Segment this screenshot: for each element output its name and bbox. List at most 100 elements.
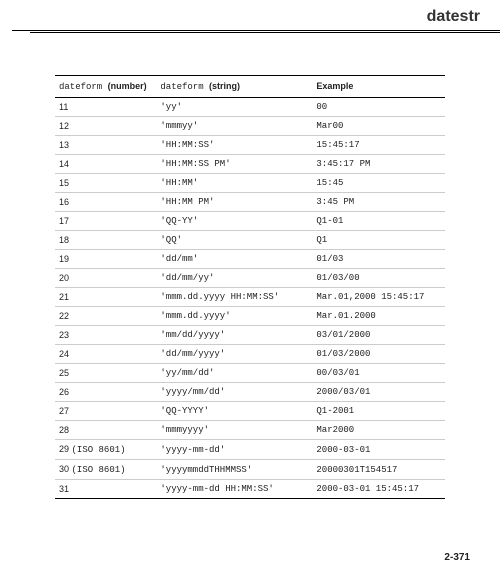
cell-example: 15:45: [312, 174, 445, 193]
cell-format-string: 'yyyymmddTHHMMSS': [156, 460, 312, 480]
cell-number: 27: [55, 402, 156, 421]
cell-format-string: 'yyyy/mm/dd': [156, 383, 312, 402]
col2-code: dateform: [160, 82, 203, 92]
table-row: 17'QQ-YY'Q1-01: [55, 212, 445, 231]
cell-format-string: 'dd/mm': [156, 250, 312, 269]
cell-number: 22: [55, 307, 156, 326]
page-number: 2-371: [444, 552, 470, 563]
table-row: 22 'mmm.dd.yyyy'Mar.01.2000: [55, 307, 445, 326]
cell-number: 20: [55, 269, 156, 288]
cell-example: 03/01/2000: [312, 326, 445, 345]
number-value: 16: [59, 197, 69, 207]
number-value: 23: [59, 330, 69, 340]
col-header-number: dateform (number): [55, 76, 156, 98]
number-value: 26: [59, 387, 69, 397]
col-header-example: Example: [312, 76, 445, 98]
cell-format-string: 'QQ': [156, 231, 312, 250]
cell-number: 14: [55, 155, 156, 174]
table-row: 12 'mmmyy'Mar00: [55, 117, 445, 136]
table-row: 21 'mmm.dd.yyyy HH:MM:SS'Mar.01,2000 15:4…: [55, 288, 445, 307]
table-row: 18 'QQ'Q1: [55, 231, 445, 250]
cell-number: 16: [55, 193, 156, 212]
number-value: 24: [59, 349, 69, 359]
table-row: 24'dd/mm/yyyy'01/03/2000: [55, 345, 445, 364]
table-row: 11'yy'00: [55, 98, 445, 117]
page: datestr dateform (number) dateform (stri…: [0, 0, 500, 581]
cell-example: 00/03/01: [312, 364, 445, 383]
cell-format-string: 'yyyy-mm-dd': [156, 440, 312, 460]
cell-number: 15: [55, 174, 156, 193]
cell-number: 26: [55, 383, 156, 402]
cell-example: Mar.01.2000: [312, 307, 445, 326]
cell-number: 29 (ISO 8601): [55, 440, 156, 460]
cell-format-string: 'mmmyy': [156, 117, 312, 136]
table-row: 15 'HH:MM'15:45: [55, 174, 445, 193]
cell-format-string: 'HH:MM': [156, 174, 312, 193]
cell-example: Q1-2001: [312, 402, 445, 421]
cell-format-string: 'mm/dd/yyyy': [156, 326, 312, 345]
iso-note: (ISO 8601): [72, 465, 126, 475]
cell-number: 23: [55, 326, 156, 345]
number-value: 17: [59, 216, 69, 226]
number-value: 29: [59, 444, 69, 454]
cell-example: 2000-03-01 15:45:17: [312, 480, 445, 499]
cell-format-string: 'mmm.dd.yyyy': [156, 307, 312, 326]
cell-number: 25: [55, 364, 156, 383]
cell-number: 17: [55, 212, 156, 231]
table-row: 19 'dd/mm'01/03: [55, 250, 445, 269]
cell-format-string: 'mmm.dd.yyyy HH:MM:SS': [156, 288, 312, 307]
cell-format-string: 'HH:MM PM': [156, 193, 312, 212]
cell-number: 12: [55, 117, 156, 136]
number-value: 18: [59, 235, 69, 245]
cell-number: 24: [55, 345, 156, 364]
number-value: 15: [59, 178, 69, 188]
cell-example: 3:45 PM: [312, 193, 445, 212]
cell-example: 00: [312, 98, 445, 117]
cell-example: Q1-01: [312, 212, 445, 231]
cell-example: 15:45:17: [312, 136, 445, 155]
cell-example: Q1: [312, 231, 445, 250]
table-row: 26'yyyy/mm/dd'2000/03/01: [55, 383, 445, 402]
cell-example: 3:45:17 PM: [312, 155, 445, 174]
table-row: 25 'yy/mm/dd'00/03/01: [55, 364, 445, 383]
cell-format-string: 'dd/mm/yyyy': [156, 345, 312, 364]
cell-number: 18: [55, 231, 156, 250]
number-value: 12: [59, 121, 69, 131]
cell-example: 20000301T154517: [312, 460, 445, 480]
col1-code: dateform: [59, 82, 102, 92]
number-value: 22: [59, 311, 69, 321]
cell-format-string: 'yyyy-mm-dd HH:MM:SS': [156, 480, 312, 499]
table-row: 14'HH:MM:SS PM'3:45:17 PM: [55, 155, 445, 174]
number-value: 25: [59, 368, 69, 378]
number-value: 31: [59, 484, 69, 494]
cell-number: 31: [55, 480, 156, 499]
header-rule: [12, 30, 500, 31]
number-value: 19: [59, 254, 69, 264]
table-row: 23 'mm/dd/yyyy'03/01/2000: [55, 326, 445, 345]
col3-label: Example: [316, 81, 353, 91]
dateform-table: dateform (number) dateform (string) Exam…: [55, 75, 445, 499]
number-value: 20: [59, 273, 69, 283]
cell-format-string: 'HH:MM:SS PM': [156, 155, 312, 174]
cell-format-string: 'yy': [156, 98, 312, 117]
iso-note: (ISO 8601): [72, 445, 126, 455]
col1-label: (number): [108, 81, 147, 91]
cell-format-string: 'dd/mm/yy': [156, 269, 312, 288]
header-rule-inner: [30, 32, 500, 33]
number-value: 21: [59, 292, 69, 302]
cell-number: 28: [55, 421, 156, 440]
number-value: 27: [59, 406, 69, 416]
cell-number: 30 (ISO 8601): [55, 460, 156, 480]
table-row: 20'dd/mm/yy'01/03/00: [55, 269, 445, 288]
cell-format-string: 'yy/mm/dd': [156, 364, 312, 383]
cell-example: Mar.01,2000 15:45:17: [312, 288, 445, 307]
dateform-table-wrap: dateform (number) dateform (string) Exam…: [55, 75, 445, 499]
table-row: 16 'HH:MM PM'3:45 PM: [55, 193, 445, 212]
table-row: 30 (ISO 8601)'yyyymmddTHHMMSS'20000301T1…: [55, 460, 445, 480]
cell-example: 01/03: [312, 250, 445, 269]
cell-number: 11: [55, 98, 156, 117]
table-row: 13'HH:MM:SS'15:45:17: [55, 136, 445, 155]
cell-example: Mar00: [312, 117, 445, 136]
cell-number: 13: [55, 136, 156, 155]
col-header-string: dateform (string): [156, 76, 312, 98]
